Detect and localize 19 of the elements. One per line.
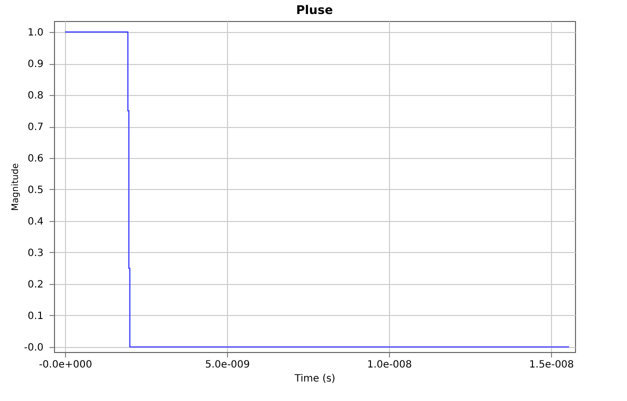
chart-title: Pluse: [296, 3, 333, 17]
y-tick-label: 1.0: [28, 28, 44, 39]
y-tick-label: 0.9: [28, 59, 44, 70]
y-tick-label: 0.3: [28, 248, 44, 259]
x-tick-label: 1.5e-008: [529, 360, 574, 370]
y-tick-label: 0.2: [28, 279, 44, 290]
y-tick-label: 0.1: [28, 310, 44, 322]
line-series: [64, 31, 570, 348]
x-axis-title: Time (s): [294, 374, 336, 384]
y-tick-label: -0.0: [24, 342, 44, 354]
y-tick-label: 0.6: [28, 154, 44, 164]
x-tick-label: 5.0e-009: [205, 360, 250, 370]
y-axis-title: Magnitude: [10, 162, 21, 211]
y-tick-label: 0.4: [28, 216, 44, 228]
x-tick-label: -0.0e+000: [38, 360, 92, 370]
y-tick-label: 0.8: [28, 90, 44, 102]
y-tick-label: 0.5: [28, 184, 44, 196]
x-tick-label: 1.0e-008: [367, 360, 412, 370]
y-tick-label: 0.7: [28, 122, 44, 134]
